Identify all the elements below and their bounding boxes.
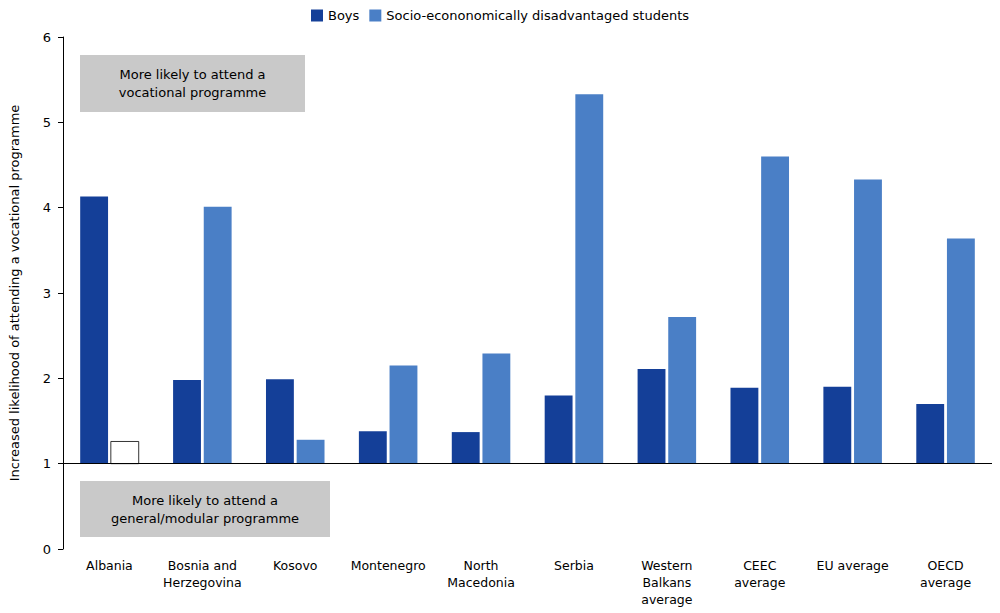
svg-text:Boys: Boys [328, 8, 360, 23]
svg-text:average: average [641, 592, 692, 607]
svg-text:6: 6 [43, 30, 51, 45]
svg-text:North: North [464, 558, 499, 573]
svg-text:Herzegovina: Herzegovina [163, 575, 242, 590]
svg-text:average: average [920, 575, 971, 590]
svg-text:CEEC: CEEC [743, 558, 777, 573]
svg-text:Montenegro: Montenegro [351, 558, 426, 573]
svg-text:Macedonia: Macedonia [447, 575, 515, 590]
svg-text:Kosovo: Kosovo [273, 558, 317, 573]
svg-text:4: 4 [43, 200, 51, 215]
svg-text:EU average: EU average [817, 558, 890, 573]
svg-text:3: 3 [43, 286, 51, 301]
svg-text:5: 5 [43, 115, 51, 130]
svg-text:1: 1 [43, 456, 51, 471]
svg-text:Albania: Albania [86, 558, 133, 573]
svg-text:Balkans: Balkans [642, 575, 691, 590]
svg-text:0: 0 [43, 542, 51, 557]
svg-text:Socio-econonomically disadvant: Socio-econonomically disadvantaged stude… [386, 8, 689, 23]
svg-text:OECD: OECD [928, 558, 964, 573]
svg-text:2: 2 [43, 371, 51, 386]
svg-text:More likely to attend a: More likely to attend a [132, 493, 278, 508]
svg-text:Increased likelihood of attend: Increased likelihood of attending a voca… [7, 105, 22, 482]
svg-text:More likely to attend a: More likely to attend a [119, 67, 265, 82]
svg-text:Western: Western [641, 558, 692, 573]
svg-text:Serbia: Serbia [554, 558, 594, 573]
svg-text:Bosnia and: Bosnia and [168, 558, 237, 573]
svg-text:vocational programme: vocational programme [119, 85, 267, 100]
svg-text:average: average [734, 575, 785, 590]
svg-text:general/modular programme: general/modular programme [111, 511, 299, 526]
